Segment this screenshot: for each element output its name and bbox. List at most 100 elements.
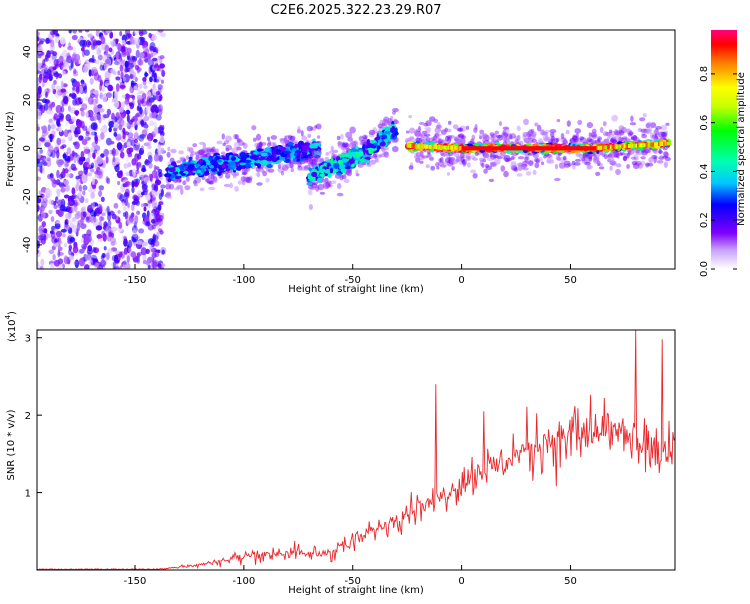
heatmap-cell (267, 140, 272, 145)
heatmap-cell (144, 127, 149, 132)
heatmap-cell (354, 160, 359, 165)
heatmap-cell (62, 153, 67, 159)
heatmap-cell (90, 122, 97, 131)
heatmap-cell (221, 163, 226, 169)
heatmap-cell (157, 84, 163, 90)
heatmap-cell (117, 210, 121, 214)
heatmap-cell (149, 42, 156, 51)
heatmap-cell (129, 73, 134, 80)
heatmap-cell (88, 58, 95, 63)
heatmap-cell (318, 169, 325, 173)
heatmap-cell (87, 33, 92, 38)
heatmap-cell (71, 116, 77, 123)
heatmap-cell (45, 91, 48, 98)
heatmap-cell (225, 135, 232, 142)
heatmap-cell (160, 184, 166, 189)
heatmap-cell (237, 180, 242, 185)
heatmap-cell (208, 174, 215, 180)
heatmap-cell (127, 202, 130, 209)
heatmap-cell (355, 173, 360, 177)
heatmap-cell (74, 81, 80, 88)
heatmap-cell (154, 179, 162, 186)
heatmap-cell (49, 50, 55, 55)
heatmap-cell (560, 132, 565, 140)
heatmap-cell (311, 150, 318, 157)
heatmap-cell (319, 173, 326, 177)
heatmap-cell (117, 180, 121, 186)
heatmap-cell (104, 44, 110, 53)
heatmap-cell (52, 88, 57, 95)
heatmap-cell (234, 134, 239, 140)
heatmap-cell (100, 216, 105, 221)
heatmap-cell (144, 58, 149, 63)
heatmap-cell (185, 155, 189, 161)
heatmap-cell (51, 230, 56, 240)
heatmap-cell (122, 76, 126, 82)
heatmap-cell (129, 119, 134, 125)
heatmap-cell (96, 170, 102, 176)
heatmap-cell (115, 76, 121, 81)
heatmap-cell (101, 212, 106, 217)
heatmap-cell (430, 165, 436, 171)
heatmap-cell (46, 50, 51, 59)
heatmap-cell (37, 111, 42, 120)
heatmap-cell (90, 191, 95, 199)
heatmap-cell (126, 147, 132, 155)
heatmap-cell (72, 86, 75, 91)
heatmap-cell (74, 54, 81, 61)
heatmap-cell (516, 125, 521, 132)
heatmap-cell (96, 155, 103, 162)
heatmap-cell (125, 155, 129, 163)
heatmap-cell (203, 171, 210, 175)
heatmap-cell (315, 123, 322, 130)
spectrogram-heatmap (37, 30, 672, 269)
heatmap-cell (142, 190, 148, 196)
heatmap-cell (440, 129, 447, 135)
heatmap-cell (38, 76, 42, 84)
heatmap-cell (95, 114, 101, 121)
heatmap-cell (196, 169, 202, 174)
heatmap-cell (155, 78, 159, 83)
heatmap-cell (90, 254, 98, 262)
heatmap-cell (63, 129, 69, 138)
heatmap-cell (56, 118, 61, 127)
heatmap-cell (193, 180, 197, 185)
heatmap-cell (153, 126, 159, 135)
heatmap-cell (82, 125, 88, 131)
heatmap-cell (221, 133, 225, 140)
heatmap-cell (325, 181, 331, 188)
heatmap-cell (140, 119, 145, 127)
heatmap-cell (459, 155, 466, 159)
heatmap-cell (408, 115, 413, 119)
heatmap-cell (151, 252, 157, 259)
heatmap-cell (56, 169, 60, 179)
heatmap-cell (195, 163, 200, 168)
heatmap-cell (73, 68, 77, 75)
heatmap-cell (145, 194, 151, 201)
heatmap-cell (137, 59, 144, 66)
heatmap-cell (155, 108, 159, 114)
heatmap-cell (123, 264, 129, 269)
heatmap-cell (510, 161, 517, 168)
heatmap-cell (133, 138, 138, 144)
heatmap-cell (66, 147, 72, 155)
heatmap-cell (152, 52, 158, 56)
heatmap-cell (290, 168, 295, 173)
heatmap-cell (60, 80, 64, 89)
heatmap-cell (106, 30, 112, 34)
heatmap-cell (602, 121, 607, 127)
heatmap-cell (40, 258, 44, 266)
heatmap-cell (126, 47, 132, 54)
heatmap-cell (113, 202, 119, 209)
heatmap-cell (57, 264, 64, 269)
heatmap-cell (270, 135, 277, 140)
heatmap-cell (157, 144, 161, 149)
heatmap-cell (106, 108, 112, 116)
heatmap-cell (151, 183, 157, 191)
heatmap-cell (127, 137, 134, 141)
heatmap-cell (37, 161, 43, 168)
heatmap-cell (84, 264, 90, 269)
heatmap-cell (201, 167, 205, 173)
heatmap-cell (353, 154, 360, 159)
